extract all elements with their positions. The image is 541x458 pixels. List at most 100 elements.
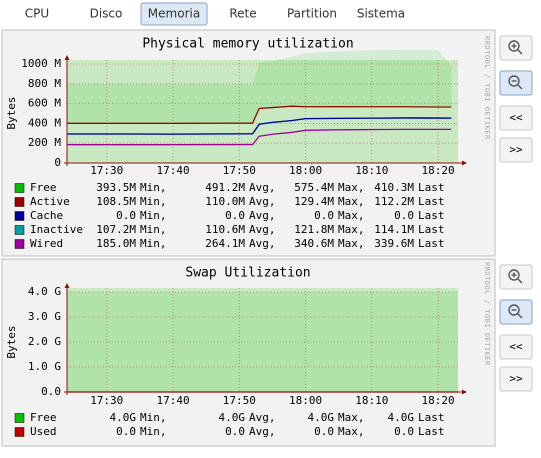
legend-stat: 4.0G [308,411,335,424]
x-tick-label: 17:40 [156,394,189,407]
legend-stat: 114.1M [374,223,414,236]
button-bg [499,264,533,290]
button-label: >> [509,372,523,385]
legend-stat: 340.6M [294,237,334,250]
legend-swatch [14,427,25,437]
legend-stat: 410.3M [374,181,414,194]
legend-stat: 0.0 [225,209,245,222]
legend-swatch [14,413,25,423]
legend-stat: 0.0 [116,425,136,438]
legend-stat-label: Max, [338,209,365,222]
legend-stat: 0.0 [314,425,334,438]
legend-stat-label: Min, [140,223,167,236]
tab[interactable]: Memoria [148,7,200,21]
legend-stat: 4.0G [219,411,246,424]
active-tab-bg [140,2,208,26]
magnifier [508,75,520,87]
y-tick-label: 4.0 G [28,285,61,298]
legend-stat-label: Last [418,425,445,438]
zoom-out-button[interactable] [499,299,533,325]
legend-stat-label: Last [418,181,445,194]
zoom-in-button[interactable] [499,264,533,290]
legend-stat: 112.2M [374,195,414,208]
legend-stat-label: Min, [140,181,167,194]
watermark: RRDTOOL / TOBI OETIKER [483,36,491,140]
legend-stat: 129.4M [294,195,334,208]
legend-label: Free [30,411,57,424]
y-tick-label: 200 M [28,136,61,149]
legend-stat: 4.0G [110,411,137,424]
legend-stat: 393.5M [96,181,136,194]
nav-button[interactable]: >> [499,137,533,163]
x-tick-label: 17:30 [90,394,123,407]
axis-arrow [462,160,467,166]
legend-label: Wired [30,237,63,250]
tab[interactable]: Partition [287,7,337,21]
tab[interactable]: CPU [25,7,49,21]
magnifier-handle [517,49,523,55]
legend-stat: 0.0 [394,209,414,222]
legend-swatch [14,183,25,193]
area [67,292,458,392]
chart-title: Physical memory utilization [142,37,353,52]
tab[interactable]: Disco [90,7,123,21]
legend-stat: 0.0 [314,209,334,222]
button-label: << [509,340,523,353]
x-tick-label: 17:30 [90,164,123,177]
chart-title: Swap Utilization [185,266,310,281]
button-bg [499,334,533,360]
legend-stat-label: Max, [338,425,365,438]
magnifier [508,304,520,316]
y-tick-label: 400 M [28,116,61,129]
legend-label: Inactive [30,223,83,236]
legend-stat-label: Last [418,223,445,236]
legend-stat: 121.8M [294,223,334,236]
legend-label: Free [30,181,57,194]
x-tick-label: 18:10 [355,394,388,407]
legend-stat: 339.6M [374,237,414,250]
tab[interactable]: Sistema [357,7,405,21]
tab[interactable]: Rete [229,7,256,21]
button-column: << >> << >> [499,35,533,392]
x-tick-label: 18:20 [422,164,455,177]
x-tick-label: 18:10 [355,164,388,177]
legend-stat-label: Avg, [249,209,276,222]
y-tick-label: 3.0 G [28,310,61,323]
area [67,49,452,124]
y-tick-label: 0 [54,156,61,169]
legend-stat: 110.6M [205,223,245,236]
legend-label: Active [30,195,70,208]
magnifier-handle [517,278,523,284]
legend-stat-label: Max, [338,195,365,208]
legend-stat-label: Max, [338,237,365,250]
legend-stat-label: Max, [338,181,365,194]
zoom-out-button[interactable] [499,70,533,96]
legend-stat: 575.4M [294,181,334,194]
legend-stat-label: Last [418,209,445,222]
plot-background [67,288,458,392]
legend-swatch [14,197,25,207]
nav-button[interactable]: << [499,105,533,131]
x-tick-label: 17:50 [223,164,256,177]
legend-stat-label: Avg, [249,181,276,194]
nav-button[interactable]: << [499,334,533,360]
magnifier [508,40,520,52]
line [67,105,452,124]
y-tick-label: 1.0 G [28,360,61,373]
magnifier-handle [517,84,523,90]
legend-stat: 491.2M [205,181,245,194]
plot-background [67,60,458,163]
legend-swatch [14,211,25,221]
zoom-in-button[interactable] [499,35,533,61]
nav-button[interactable]: >> [499,366,533,392]
legend-swatch [14,239,25,249]
legend-stat: 264.1M [205,237,245,250]
legend-stat-label: Avg, [249,425,276,438]
button-label: >> [509,143,523,156]
button-label: << [509,111,523,124]
x-tick-label: 17:50 [223,394,256,407]
legend-stat-label: Min, [140,425,167,438]
x-tick-label: 18:00 [289,164,322,177]
legend-stat-label: Min, [140,237,167,250]
